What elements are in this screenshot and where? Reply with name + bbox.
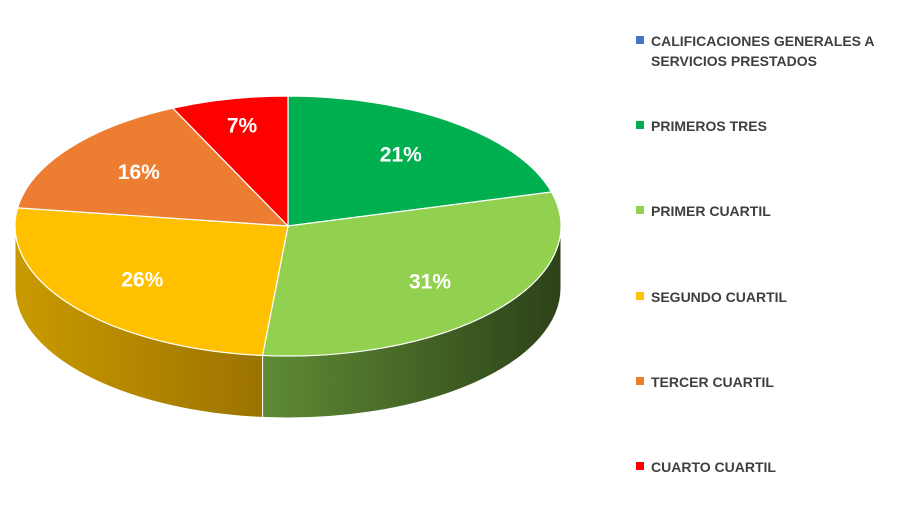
legend-swatch xyxy=(636,36,644,44)
legend-label: PRIMEROS TRES xyxy=(651,118,767,134)
legend-item-primeros-tres: PRIMEROS TRES xyxy=(636,116,767,136)
pie-slice-1 xyxy=(261,191,562,357)
legend-label: CUARTO CUARTIL xyxy=(651,459,776,475)
legend-swatch xyxy=(636,121,644,129)
data-label-3: 16% xyxy=(118,161,160,184)
pie-slice-2 xyxy=(14,207,289,357)
pie-slice-3 xyxy=(16,107,290,227)
legend-label: CALIFICACIONES GENERALES A SERVICIOS PRE… xyxy=(651,33,874,69)
legend-swatch xyxy=(636,292,644,300)
legend-label: PRIMER CUARTIL xyxy=(651,203,771,219)
legend-label: SEGUNDO CUARTIL xyxy=(651,289,788,305)
data-label-1: 31% xyxy=(409,270,451,293)
legend-item-tercer-cuartil: TERCER CUARTIL xyxy=(636,372,774,392)
data-label-4: 7% xyxy=(227,115,258,138)
data-label-0: 21% xyxy=(380,143,422,166)
data-label-2: 26% xyxy=(121,268,163,291)
pie-slices xyxy=(14,95,562,357)
legend-swatch xyxy=(636,462,644,470)
pie-slice-4 xyxy=(171,95,289,228)
pie-slice-0 xyxy=(287,95,553,227)
legend-item-calificaciones: CALIFICACIONES GENERALES A SERVICIOS PRE… xyxy=(636,31,896,71)
legend-label: TERCER CUARTIL xyxy=(651,374,774,390)
legend-item-cuarto-cuartil: CUARTO CUARTIL xyxy=(636,457,776,477)
legend-item-segundo-cuartil: SEGUNDO CUARTIL xyxy=(636,287,787,307)
legend-swatch xyxy=(636,377,644,385)
legend-item-primer-cuartil: PRIMER CUARTIL xyxy=(636,201,771,221)
pie-chart: 21% 31% 26% 16% 7% xyxy=(14,95,562,419)
pie-data-labels: 21% 31% 26% 16% 7% xyxy=(118,115,452,294)
legend-swatch xyxy=(636,206,644,214)
